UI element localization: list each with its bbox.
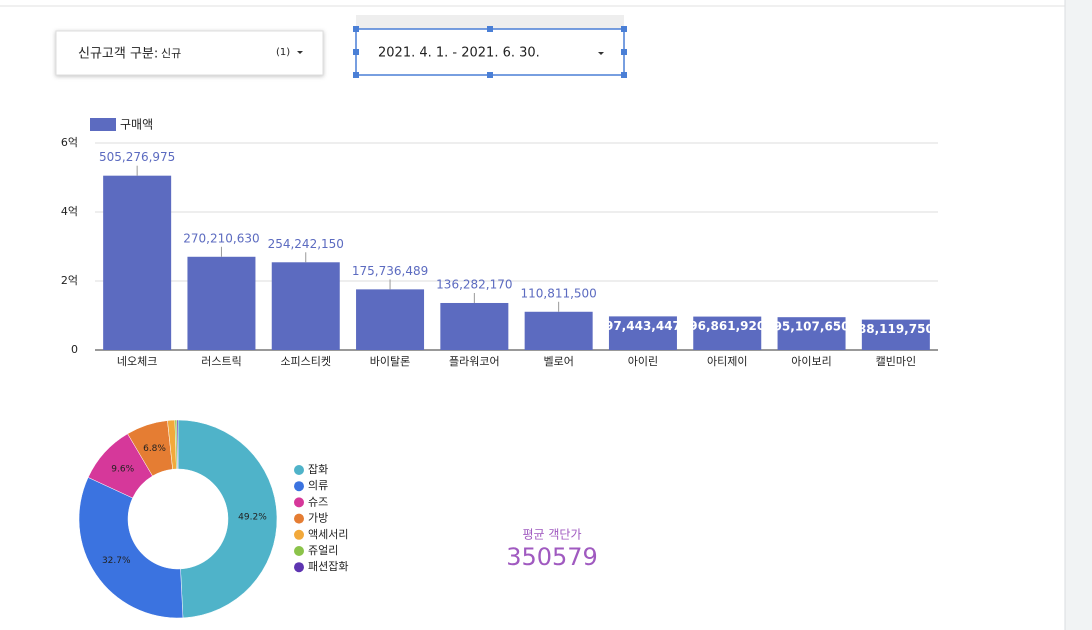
side-strip: [1065, 0, 1092, 630]
legend-label: 패션잡화: [308, 560, 348, 573]
bar: [861, 319, 930, 350]
scorecard-value: 350579: [506, 543, 598, 571]
legend-swatch: [294, 481, 304, 492]
slice-label: 49.2%: [238, 513, 267, 523]
donut-slice: [176, 419, 179, 470]
scorecard-label: 평균 객단가: [522, 528, 581, 542]
legend-label: 구매액: [120, 118, 153, 132]
date-range-value: 2021. 4. 1. - 2021. 6. 30.: [378, 46, 540, 61]
legend-swatch: [294, 513, 304, 524]
legend-swatch: [294, 497, 304, 508]
dropdown-arrow[interactable]: [598, 52, 604, 55]
slice-label: 6.8%: [143, 444, 166, 454]
filter-value: 신규: [161, 47, 181, 60]
data-label: 136,282,170: [436, 277, 512, 291]
data-label: 95,107,650: [774, 320, 850, 334]
legend-swatch: [294, 465, 304, 475]
filter-count: (1): [276, 47, 290, 58]
x-tick-label: 바이탈론: [370, 355, 410, 368]
legend-swatch: [294, 529, 304, 540]
bar: [524, 311, 593, 350]
dropdown-arrow[interactable]: [297, 51, 303, 54]
y-tick-label: 4억: [61, 205, 78, 218]
legend-label: 슈즈: [308, 495, 328, 508]
selection-handles: [353, 26, 627, 78]
bar: [777, 317, 846, 350]
y-tick-label: 6억: [61, 136, 78, 149]
bar: [271, 262, 340, 350]
data-label: 88,119,750: [858, 322, 934, 336]
bar: [356, 289, 425, 350]
y-tick-label: 0: [71, 343, 78, 356]
x-tick-label: 플라워코어: [449, 355, 500, 368]
x-tick-label: 캘빈마인: [876, 355, 916, 368]
x-tick-label: 러스트릭: [201, 355, 241, 368]
x-tick-label: 네오체크: [117, 355, 157, 368]
x-tick-label: 아티제이: [707, 355, 747, 368]
data-label: 175,736,489: [352, 264, 428, 278]
data-label: 505,276,975: [99, 150, 175, 164]
x-tick-label: 아이보리: [791, 355, 831, 368]
x-tick-label: 벨로어: [543, 355, 573, 368]
donut-slice: [177, 419, 278, 619]
date-range-control[interactable]: [355, 28, 625, 76]
data-label: 96,861,920: [689, 319, 765, 333]
x-tick-label: 아이린: [628, 355, 658, 368]
legend-label: 액세서리: [308, 528, 348, 541]
legend-swatch: [294, 546, 304, 556]
filter-label: 신규고객 구분:: [78, 47, 158, 62]
y-tick-label: 2억: [61, 274, 78, 287]
data-label: 254,242,150: [268, 237, 344, 251]
legend-swatch: [90, 118, 116, 131]
legend-label: 잡화: [308, 463, 328, 476]
legend-label: 쥬얼리: [308, 543, 338, 557]
bar: [440, 302, 509, 350]
bar: [103, 175, 172, 350]
slice-label: 9.6%: [111, 465, 134, 475]
bar: [187, 256, 256, 350]
slice-label: 32.7%: [102, 556, 131, 566]
legend-swatch: [294, 562, 304, 573]
selection-tab: [356, 15, 624, 29]
x-tick-label: 소피스티켓: [280, 355, 331, 368]
legend-label: 가방: [308, 512, 328, 525]
bar: [608, 316, 677, 350]
donut-slice: [78, 477, 184, 619]
data-label: 97,443,447: [605, 319, 681, 333]
bar: [693, 316, 762, 350]
legend-label: 의류: [308, 479, 328, 492]
data-label: 270,210,630: [183, 231, 259, 245]
filter-control[interactable]: [55, 30, 324, 76]
data-label: 110,811,500: [520, 286, 596, 300]
